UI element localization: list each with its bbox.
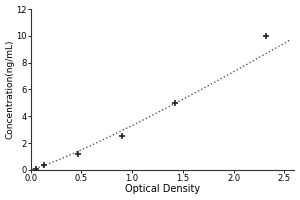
X-axis label: Optical Density: Optical Density xyxy=(125,184,200,194)
Y-axis label: Concentration(ng/mL): Concentration(ng/mL) xyxy=(6,40,15,139)
